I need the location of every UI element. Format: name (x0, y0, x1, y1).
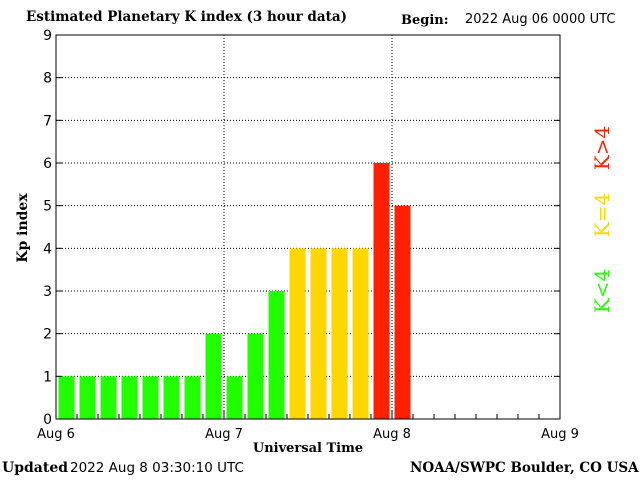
kp-bar (100, 376, 117, 419)
kp-bar (121, 376, 138, 419)
updated-value: 2022 Aug 8 03:30:10 UTC (70, 460, 244, 476)
kp-bar (310, 248, 327, 419)
plot-frame (55, 34, 561, 420)
x-tick-labels: Aug 6 Aug 7 Aug 8 Aug 9 (37, 427, 579, 442)
y-tick-labels: 0 1 2 3 4 5 6 7 8 9 (43, 28, 52, 428)
legend-k-equal: K=4 (590, 192, 614, 238)
y-tick-label: 7 (43, 113, 52, 129)
y-tick-label: 2 (43, 327, 52, 343)
grid-lines (56, 35, 560, 419)
kp-bar (331, 248, 348, 419)
legend-k-below: K<4 (590, 268, 614, 314)
kp-bar (394, 205, 411, 419)
kp-bar (163, 376, 180, 419)
kp-bar (142, 376, 159, 419)
kp-bar (184, 376, 201, 419)
x-tick-label: Aug 7 (205, 427, 243, 442)
y-tick-label: 4 (43, 241, 52, 257)
tick-marks (55, 34, 561, 420)
y-tick-label: 6 (43, 156, 52, 172)
x-tick-label: Aug 9 (541, 427, 579, 442)
y-tick-label: 0 (43, 412, 52, 428)
y-tick-label: 5 (43, 199, 52, 215)
y-tick-label: 9 (43, 28, 52, 44)
chart-title: Estimated Planetary K index (3 hour data… (26, 9, 347, 25)
x-axis-label: Universal Time (253, 441, 363, 456)
begin-label: Begin: (401, 13, 449, 28)
kp-bar (352, 248, 369, 419)
updated-label: Updated (2, 460, 69, 476)
y-axis-label: Kp index (15, 193, 31, 263)
kp-bar (226, 376, 243, 419)
kp-bar (205, 333, 222, 419)
kp-bar (289, 248, 306, 419)
x-tick-label: Aug 8 (373, 427, 411, 442)
y-tick-label: 8 (43, 71, 52, 87)
legend-k-above: K>4 (590, 125, 614, 171)
kp-bar (373, 163, 390, 419)
begin-value: 2022 Aug 06 0000 UTC (465, 12, 616, 27)
credit-text: NOAA/SWPC Boulder, CO USA (410, 460, 639, 476)
x-tick-label: Aug 6 (37, 427, 75, 442)
bars-group (58, 163, 411, 419)
y-tick-label: 3 (43, 284, 52, 300)
kp-bar (58, 376, 75, 419)
y-tick-label: 1 (43, 369, 52, 385)
kp-bar (268, 291, 285, 419)
kp-bar (247, 333, 264, 419)
kp-bar (79, 376, 96, 419)
